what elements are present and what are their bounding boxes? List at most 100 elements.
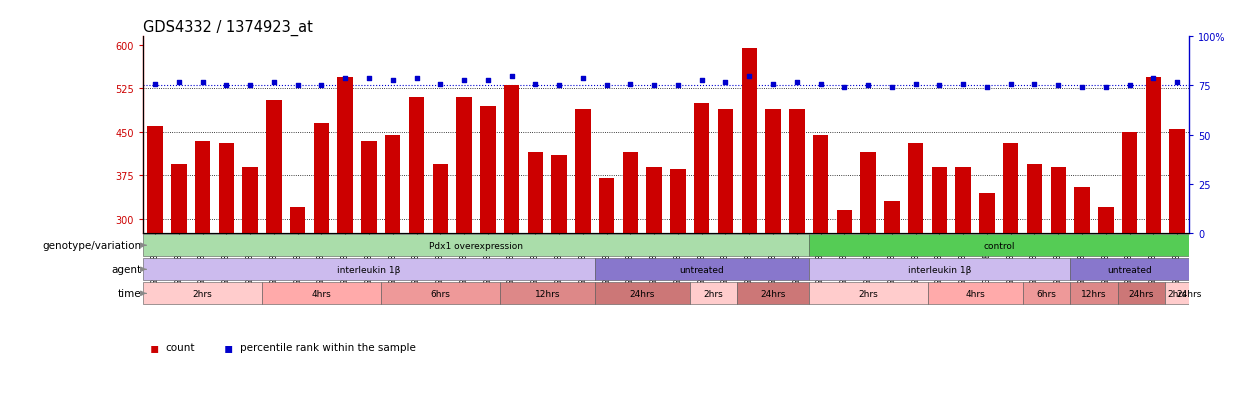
Bar bbox=[499, 283, 595, 304]
Point bbox=[740, 73, 759, 80]
Bar bbox=[457, 98, 472, 234]
Text: Pdx1 overexpression: Pdx1 overexpression bbox=[430, 241, 523, 250]
Point bbox=[454, 77, 474, 84]
Text: interleukin 1β: interleukin 1β bbox=[908, 265, 971, 274]
Bar bbox=[789, 109, 804, 234]
Point bbox=[644, 83, 664, 90]
Point bbox=[977, 85, 997, 92]
Bar bbox=[408, 98, 425, 234]
Bar bbox=[670, 170, 686, 234]
Bar bbox=[595, 283, 690, 304]
Point bbox=[193, 79, 213, 85]
Bar bbox=[884, 202, 900, 234]
Text: genotype/variation: genotype/variation bbox=[42, 241, 141, 251]
Text: percentile rank within the sample: percentile rank within the sample bbox=[240, 342, 416, 352]
Text: 24hrs: 24hrs bbox=[761, 289, 786, 298]
Point bbox=[716, 79, 736, 85]
Text: agent: agent bbox=[111, 265, 141, 275]
Text: 12hrs: 12hrs bbox=[1081, 289, 1107, 298]
Point bbox=[692, 77, 712, 84]
Bar bbox=[955, 167, 971, 234]
Bar bbox=[646, 167, 662, 234]
Bar bbox=[1051, 167, 1066, 234]
Point bbox=[502, 73, 522, 80]
Bar bbox=[599, 179, 614, 234]
Bar bbox=[766, 109, 781, 234]
Point bbox=[240, 83, 260, 90]
Text: 24hrs: 24hrs bbox=[630, 289, 655, 298]
Bar bbox=[481, 107, 496, 234]
Bar bbox=[1118, 283, 1165, 304]
Point bbox=[525, 81, 545, 88]
Bar bbox=[860, 153, 875, 234]
Point bbox=[1119, 83, 1139, 90]
Point bbox=[217, 83, 237, 90]
Point bbox=[478, 77, 498, 84]
Bar bbox=[528, 153, 543, 234]
Point bbox=[382, 77, 402, 84]
Point bbox=[311, 83, 331, 90]
Bar bbox=[690, 283, 737, 304]
Point bbox=[810, 81, 830, 88]
Bar bbox=[361, 141, 377, 234]
Text: untreated: untreated bbox=[680, 265, 725, 274]
Bar bbox=[385, 135, 401, 234]
Bar bbox=[1022, 283, 1071, 304]
Point bbox=[620, 81, 640, 88]
Point bbox=[431, 81, 451, 88]
Bar bbox=[809, 283, 928, 304]
Bar bbox=[504, 86, 519, 234]
Bar bbox=[1165, 283, 1189, 304]
Text: 2hrs: 2hrs bbox=[193, 289, 213, 298]
Text: ▪: ▪ bbox=[224, 340, 234, 354]
Point bbox=[1143, 75, 1163, 82]
Bar bbox=[837, 211, 852, 234]
Point bbox=[1167, 79, 1186, 85]
Point bbox=[669, 83, 688, 90]
Bar bbox=[908, 144, 924, 234]
Text: 2hrs: 2hrs bbox=[1168, 289, 1186, 298]
Point bbox=[881, 85, 901, 92]
Point bbox=[954, 81, 974, 88]
Bar bbox=[1074, 188, 1089, 234]
Point bbox=[264, 79, 284, 85]
Point bbox=[549, 83, 569, 90]
Text: 6hrs: 6hrs bbox=[1036, 289, 1056, 298]
Text: count: count bbox=[166, 342, 195, 352]
Bar bbox=[552, 156, 566, 234]
Point bbox=[1025, 81, 1045, 88]
Text: 4hrs: 4hrs bbox=[965, 289, 985, 298]
Point bbox=[1048, 83, 1068, 90]
Point bbox=[335, 75, 355, 82]
Bar bbox=[171, 164, 187, 234]
Bar bbox=[575, 109, 590, 234]
Bar bbox=[809, 259, 1071, 280]
Bar bbox=[290, 208, 305, 234]
Bar bbox=[143, 283, 261, 304]
Bar bbox=[1122, 133, 1137, 234]
Text: 24hrs: 24hrs bbox=[1129, 289, 1154, 298]
Bar bbox=[622, 153, 639, 234]
Bar bbox=[381, 283, 499, 304]
Bar bbox=[266, 101, 281, 234]
Point bbox=[596, 83, 616, 90]
Bar bbox=[1027, 164, 1042, 234]
Bar bbox=[737, 283, 809, 304]
Bar bbox=[928, 283, 1022, 304]
Point bbox=[573, 75, 593, 82]
Bar bbox=[143, 259, 595, 280]
Point bbox=[146, 81, 166, 88]
Text: 2hrs: 2hrs bbox=[858, 289, 878, 298]
Bar bbox=[243, 167, 258, 234]
Bar bbox=[195, 141, 210, 234]
Bar bbox=[595, 259, 809, 280]
Point bbox=[930, 83, 950, 90]
Text: 6hrs: 6hrs bbox=[431, 289, 451, 298]
Bar bbox=[813, 135, 828, 234]
Text: 2hrs: 2hrs bbox=[703, 289, 723, 298]
Text: GDS4332 / 1374923_at: GDS4332 / 1374923_at bbox=[143, 20, 312, 36]
Point bbox=[359, 75, 378, 82]
Bar bbox=[1169, 130, 1185, 234]
Text: 4hrs: 4hrs bbox=[311, 289, 331, 298]
Bar bbox=[261, 283, 381, 304]
